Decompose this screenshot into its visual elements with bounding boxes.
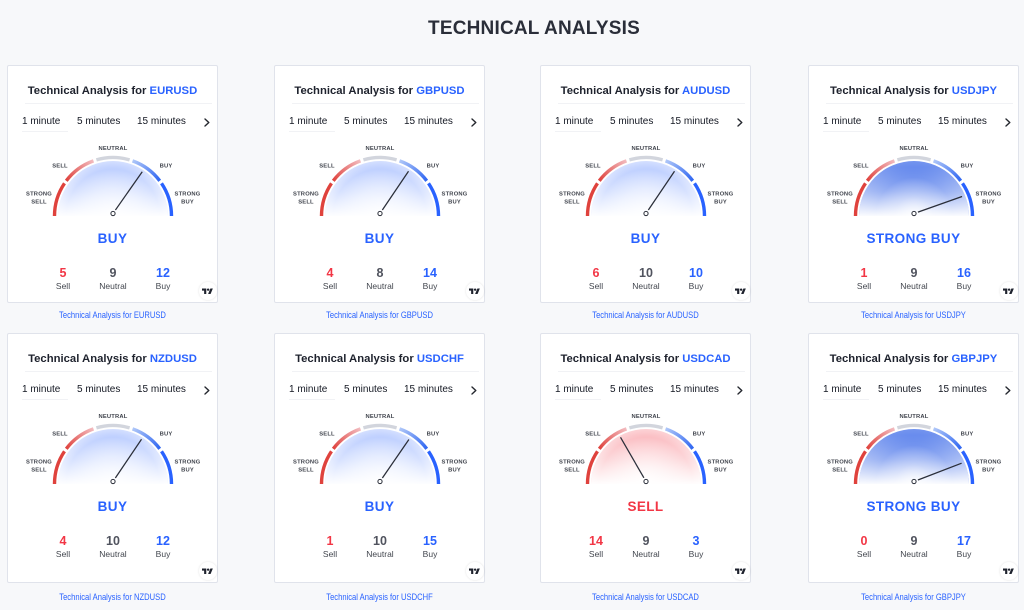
svg-text:SELL: SELL — [564, 468, 580, 474]
svg-text:STRONG: STRONG — [26, 460, 52, 466]
svg-text:STRONG: STRONG — [827, 192, 853, 198]
svg-text:STRONG: STRONG — [175, 460, 201, 466]
svg-text:STRONG: STRONG — [559, 192, 585, 198]
svg-text:BUY: BUY — [427, 431, 440, 437]
svg-text:STRONG: STRONG — [293, 192, 319, 198]
svg-text:SELL: SELL — [319, 163, 335, 169]
svg-text:STRONG: STRONG — [442, 192, 468, 198]
svg-text:BUY: BUY — [448, 200, 461, 206]
svg-text:BUY: BUY — [427, 163, 440, 169]
svg-text:SELL: SELL — [52, 431, 68, 437]
svg-text:STRONG: STRONG — [976, 192, 1002, 198]
svg-text:SELL: SELL — [298, 200, 314, 206]
svg-text:SELL: SELL — [585, 163, 601, 169]
svg-text:STRONG: STRONG — [708, 460, 734, 466]
svg-text:BUY: BUY — [448, 468, 461, 474]
svg-text:NEUTRAL: NEUTRAL — [98, 146, 127, 152]
svg-text:SELL: SELL — [31, 468, 47, 474]
svg-text:STRONG: STRONG — [559, 460, 585, 466]
svg-text:SELL: SELL — [298, 468, 314, 474]
svg-text:NEUTRAL: NEUTRAL — [365, 414, 394, 420]
svg-text:BUY: BUY — [181, 200, 194, 206]
svg-text:STRONG: STRONG — [175, 192, 201, 198]
svg-text:NEUTRAL: NEUTRAL — [365, 146, 394, 152]
svg-text:STRONG: STRONG — [26, 192, 52, 198]
svg-text:STRONG: STRONG — [976, 460, 1002, 466]
svg-text:BUY: BUY — [961, 431, 974, 437]
svg-text:NEUTRAL: NEUTRAL — [98, 414, 127, 420]
svg-text:BUY: BUY — [693, 163, 706, 169]
svg-text:SELL: SELL — [319, 431, 335, 437]
svg-text:BUY: BUY — [181, 468, 194, 474]
svg-text:NEUTRAL: NEUTRAL — [899, 146, 928, 152]
svg-text:BUY: BUY — [160, 163, 173, 169]
svg-text:NEUTRAL: NEUTRAL — [631, 146, 660, 152]
svg-text:BUY: BUY — [160, 431, 173, 437]
svg-text:NEUTRAL: NEUTRAL — [631, 414, 660, 420]
svg-text:NEUTRAL: NEUTRAL — [899, 414, 928, 420]
svg-text:SELL: SELL — [564, 200, 580, 206]
svg-text:BUY: BUY — [693, 431, 706, 437]
svg-text:BUY: BUY — [714, 200, 727, 206]
svg-text:SELL: SELL — [832, 200, 848, 206]
svg-text:STRONG: STRONG — [708, 192, 734, 198]
svg-text:STRONG: STRONG — [827, 460, 853, 466]
svg-text:SELL: SELL — [52, 163, 68, 169]
svg-text:SELL: SELL — [853, 163, 869, 169]
svg-text:STRONG: STRONG — [442, 460, 468, 466]
svg-text:BUY: BUY — [714, 468, 727, 474]
svg-text:SELL: SELL — [585, 431, 601, 437]
svg-text:SELL: SELL — [832, 468, 848, 474]
svg-text:BUY: BUY — [982, 468, 995, 474]
svg-text:BUY: BUY — [982, 200, 995, 206]
svg-text:BUY: BUY — [961, 163, 974, 169]
svg-text:SELL: SELL — [31, 200, 47, 206]
svg-text:SELL: SELL — [853, 431, 869, 437]
svg-text:STRONG: STRONG — [293, 460, 319, 466]
